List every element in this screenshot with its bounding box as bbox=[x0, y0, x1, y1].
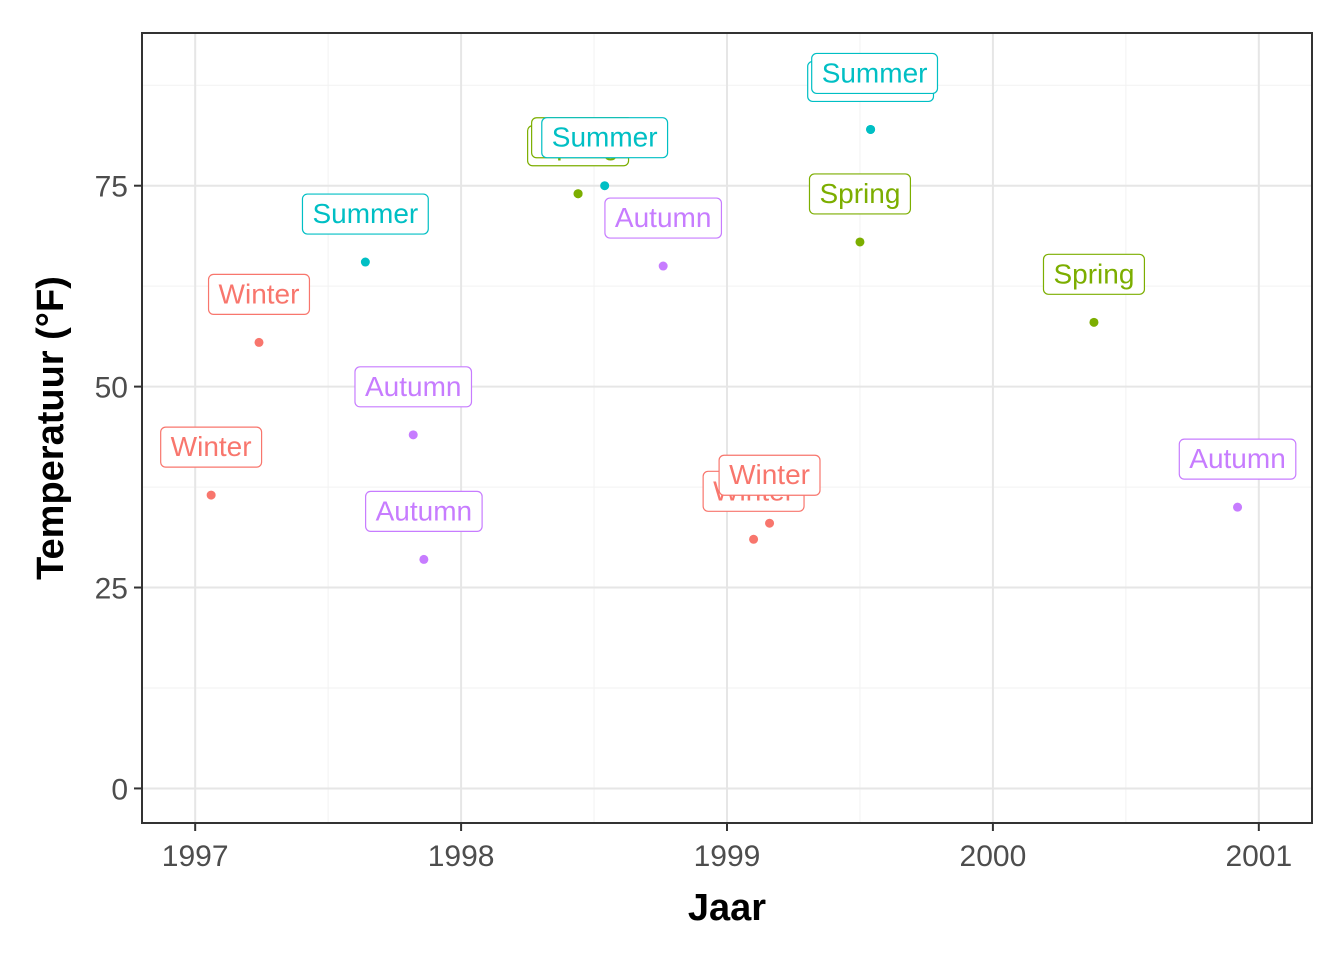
data-point bbox=[855, 237, 865, 247]
x-tick-label: 1999 bbox=[694, 840, 761, 873]
y-tick-label: 0 bbox=[111, 773, 128, 806]
point-label: Spring bbox=[1042, 253, 1146, 295]
data-point bbox=[206, 490, 216, 500]
point-label-box bbox=[160, 426, 263, 468]
point-label: Winter bbox=[718, 454, 821, 496]
y-tick-label: 50 bbox=[95, 372, 128, 405]
data-point bbox=[573, 189, 583, 199]
data-point bbox=[1089, 317, 1099, 327]
data-point bbox=[749, 534, 759, 544]
data-point bbox=[658, 261, 668, 271]
point-label-box bbox=[604, 197, 723, 239]
point-label: Autumn bbox=[354, 366, 473, 408]
point-label-box bbox=[207, 273, 311, 316]
data-point bbox=[408, 430, 418, 440]
point-label-text: Winter bbox=[729, 459, 810, 490]
x-tick-label: 1997 bbox=[162, 840, 229, 873]
grid-lines bbox=[142, 33, 1312, 823]
x-tick-label: 2000 bbox=[960, 840, 1027, 873]
point-label: Autumn bbox=[604, 197, 723, 239]
point-label-text: Summer bbox=[822, 57, 928, 88]
point-label-text: Summer bbox=[552, 122, 658, 153]
x-tick-label: 2001 bbox=[1225, 840, 1292, 873]
y-tick-label: 25 bbox=[95, 573, 128, 606]
point-label-text: Autumn bbox=[365, 371, 462, 402]
y-axis-title: Temperatuur (°F) bbox=[30, 276, 72, 580]
data-point bbox=[419, 554, 429, 564]
x-axis: 1997 1998 1999 2000 2001 bbox=[162, 823, 1292, 873]
point-label-text: Summer bbox=[312, 198, 418, 229]
data-point bbox=[1233, 502, 1243, 512]
point-label: Spring bbox=[808, 173, 912, 215]
point-label-box bbox=[354, 366, 473, 408]
x-tick-label: 1998 bbox=[428, 840, 495, 873]
y-axis: 0 25 50 75 bbox=[95, 171, 142, 806]
point-label-text: Spring bbox=[1053, 258, 1134, 289]
point-label: Winter bbox=[160, 426, 263, 468]
x-axis-title: Jaar bbox=[688, 887, 766, 929]
data-point bbox=[360, 257, 370, 267]
point-label-box bbox=[808, 173, 912, 215]
point-label-box bbox=[1042, 253, 1146, 295]
data-point bbox=[600, 181, 610, 191]
data-point bbox=[866, 124, 876, 134]
data-point bbox=[765, 518, 775, 528]
point-label: Summer bbox=[811, 52, 939, 95]
point-label: Autumn bbox=[1178, 438, 1297, 480]
point-label-text: Winter bbox=[171, 431, 252, 462]
point-label-text: Autumn bbox=[1189, 443, 1286, 474]
y-tick-label: 75 bbox=[95, 171, 128, 204]
point-label-text: Winter bbox=[219, 278, 300, 309]
point-label-text: Spring bbox=[819, 178, 900, 209]
point-labels: Winter Winter Summer Autumn Autumn Spring Spri… bbox=[160, 52, 1297, 532]
point-label: Summer bbox=[541, 117, 669, 159]
point-label-text: Autumn bbox=[615, 202, 712, 233]
point-label-box bbox=[718, 454, 821, 496]
point-label-box bbox=[541, 117, 669, 159]
point-label: Winter bbox=[207, 273, 311, 316]
point-label-box bbox=[365, 490, 483, 532]
point-label: Autumn bbox=[365, 490, 483, 532]
point-label: Summer bbox=[301, 193, 429, 235]
point-label-text: Autumn bbox=[376, 495, 473, 526]
point-label-box bbox=[301, 193, 429, 235]
data-point bbox=[254, 337, 264, 347]
point-label-box bbox=[811, 52, 939, 95]
data-points bbox=[206, 124, 1243, 564]
point-label-box bbox=[1178, 438, 1297, 480]
